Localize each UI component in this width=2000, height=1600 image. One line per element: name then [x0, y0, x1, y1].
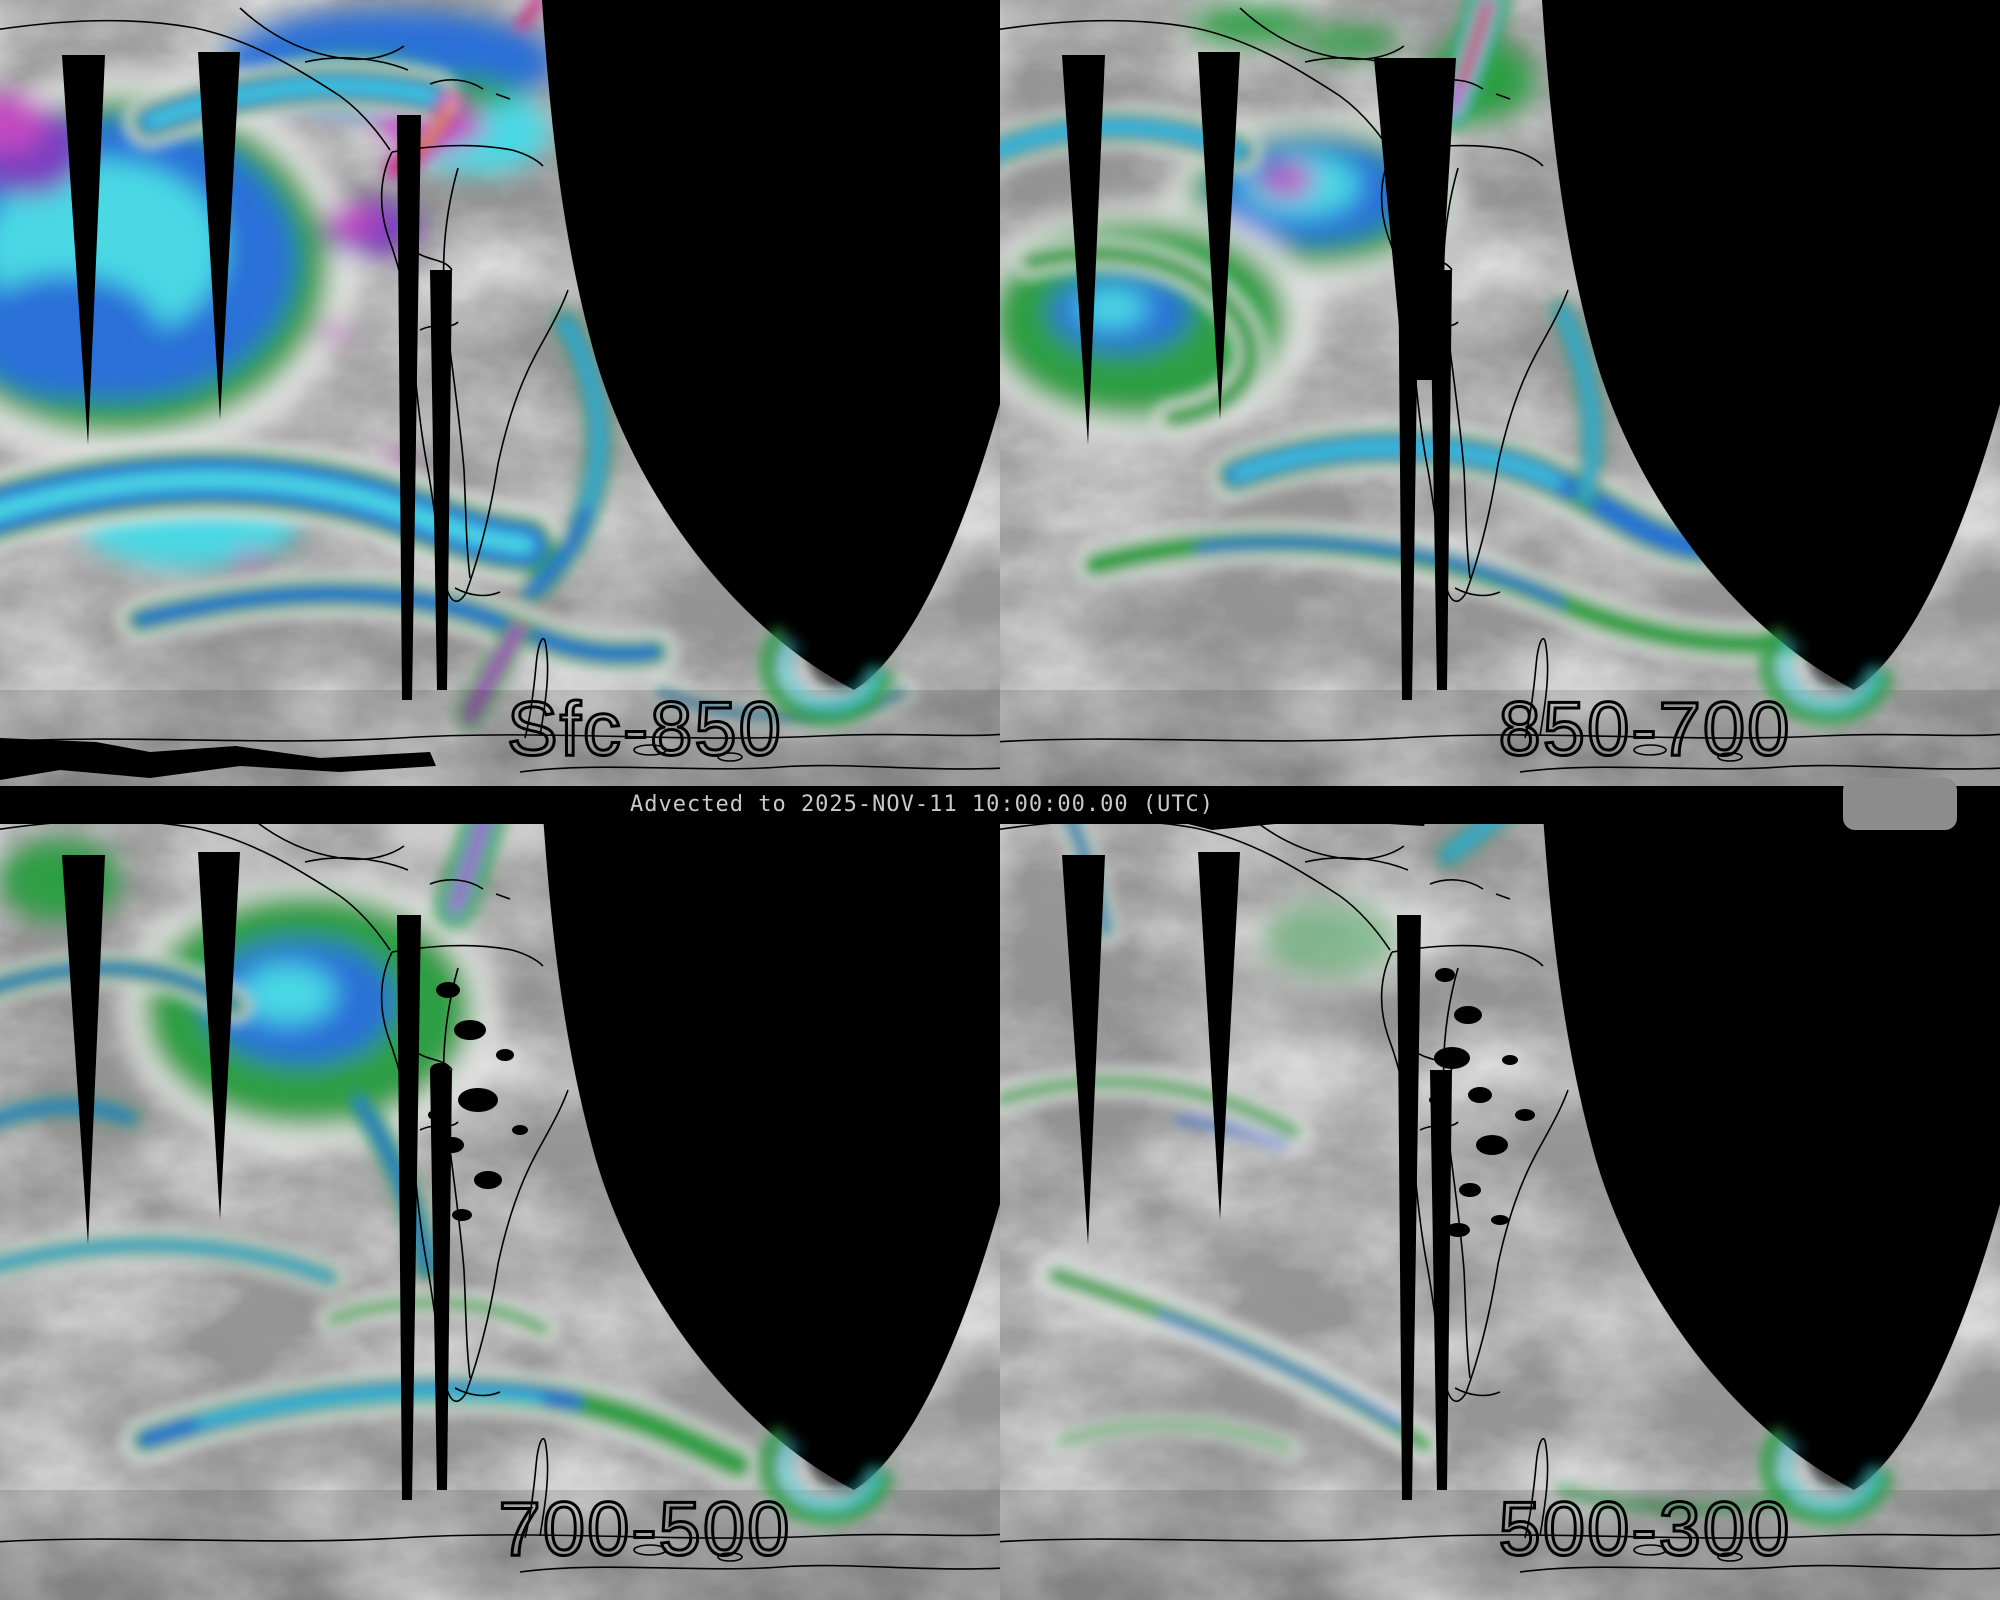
panel-label-sfc-850: Sfc-850	[507, 687, 783, 772]
panel-label-850-700: 850-700	[1499, 687, 1792, 772]
panel-850-700: 850-700	[1000, 0, 2000, 800]
bar-gray-patch	[1843, 778, 1957, 830]
sea-ice-band	[0, 738, 436, 780]
panel-500-300: 500-300	[1000, 800, 2000, 1600]
moisture-blobs	[1237, 887, 1427, 997]
moisture-bands	[0, 0, 917, 731]
panel-label-700-500: 700-500	[499, 1487, 792, 1572]
panel-700-500: 700-500	[0, 800, 1000, 1600]
panel-label-500-300: 500-300	[1499, 1487, 1792, 1572]
wide-swath-gap	[1374, 58, 1456, 380]
timestamp-bar: Advected to 2025-NOV-11 10:00:00.00 (UTC…	[0, 778, 2000, 830]
moisture-bands	[1000, 0, 1846, 666]
advected-timestamp: Advected to 2025-NOV-11 10:00:00.00 (UTC…	[630, 792, 1215, 817]
panel-sfc-850: Sfc-850	[0, 0, 1000, 800]
